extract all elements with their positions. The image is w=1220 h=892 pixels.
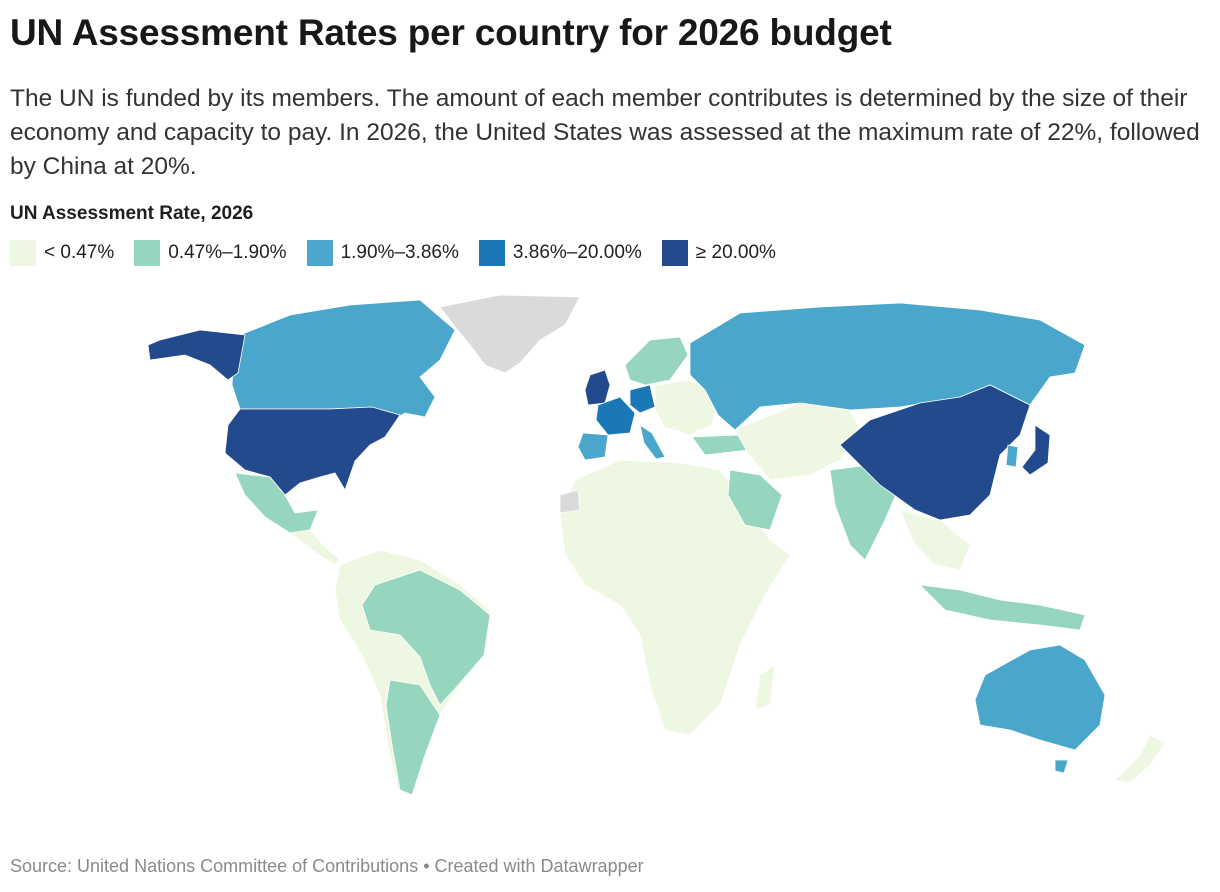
region-germany [629,384,656,414]
region-southeast-asia [899,509,971,571]
legend-item: 3.86%–20.00% [478,240,642,266]
source-note: Source: United Nations Committee of Cont… [10,856,644,876]
legend-swatch [478,240,505,266]
region-central-asia [734,402,861,481]
legend-label: < 0.47% [44,242,115,263]
region-greenland [439,294,581,374]
legend: < 0.47% 0.47%–1.90% 1.90%–3.86% 3.86%–20… [10,240,796,266]
region-china [839,384,1031,521]
legend-item: 1.90%–3.86% [306,240,459,266]
region-uk [584,369,611,406]
region-spain [577,432,609,461]
region-japan [1021,424,1051,476]
legend-swatch [306,240,333,266]
region-france [595,396,636,436]
legend-item: 0.47%–1.90% [134,240,287,266]
legend-label: 3.86%–20.00% [512,242,642,263]
legend-label: 1.90%–3.86% [340,242,459,263]
chart-title: UN Assessment Rates per country for 2026… [10,12,892,53]
region-argentina [385,679,441,796]
region-western-sahara [559,489,581,514]
region-alaska [147,329,246,381]
region-usa [224,406,401,496]
region-eastern-europe [654,379,721,436]
region-mexico [234,472,319,534]
region-indonesia [918,584,1086,631]
region-saudi-arabia [727,469,783,531]
legend-item: < 0.47% [10,240,114,266]
legend-swatch [10,240,36,266]
region-korea [1005,444,1019,468]
region-brazil [361,569,491,706]
legend-label: 0.47%–1.90% [168,242,287,263]
region-scandinavia [624,336,689,386]
region-italy [639,424,666,460]
region-central-america [289,529,341,566]
legend-label: ≥ 20.00% [695,242,776,263]
world-choropleth-map [147,294,1166,796]
region-australia [974,644,1106,751]
legend-swatch [661,240,688,266]
region-africa [559,459,791,736]
region-new-zealand [1114,734,1166,784]
region-tasmania [1054,759,1069,774]
chart-description: The UN is funded by its members. The amo… [10,85,1200,180]
legend-title: UN Assessment Rate, 2026 [10,203,254,224]
legend-swatch [134,240,161,266]
region-canada [231,299,456,426]
region-madagascar [754,664,776,711]
legend-item: ≥ 20.00% [661,240,776,266]
